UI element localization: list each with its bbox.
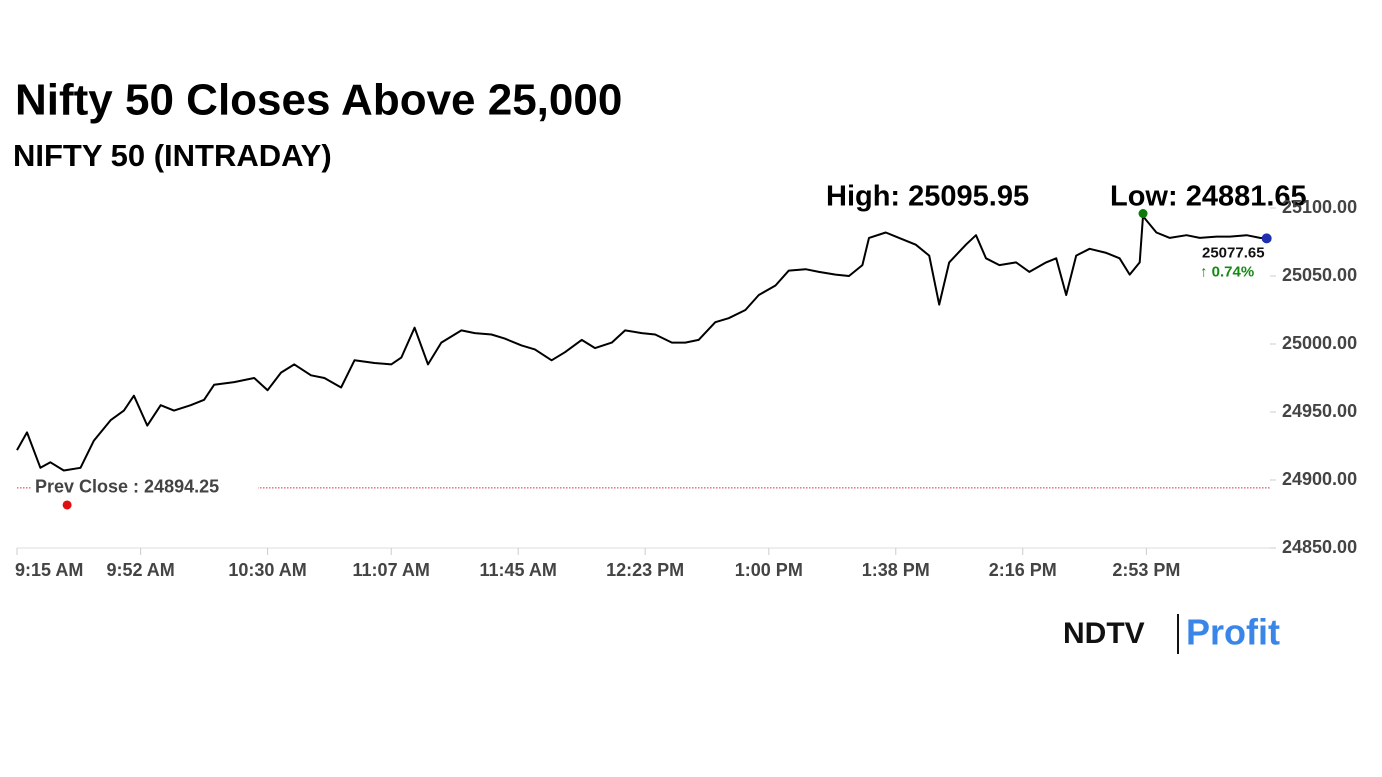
x-tick-label: 10:30 AM [228,560,306,580]
last-marker [1261,233,1272,244]
y-tick-label: 25050.00 [1282,265,1357,285]
y-tick-label: 25100.00 [1282,197,1357,217]
logo-ndtv: NDTV [1063,617,1145,650]
x-tick-label: 2:53 PM [1112,560,1180,580]
chart-title: Nifty 50 Closes Above 25,000 [15,76,622,125]
low-marker [62,500,72,510]
high-label: High: 25095.95 [826,181,1029,213]
y-tick-label: 24850.00 [1282,537,1357,557]
last-change-label: ↑ 0.74% [1200,263,1254,280]
y-tick-label: 24950.00 [1282,401,1357,421]
prev-close-label: Prev Close : 24894.25 [35,477,219,497]
x-tick-label: 1:00 PM [735,560,803,580]
y-tick-label: 25000.00 [1282,333,1357,353]
logo-profit: Profit [1186,612,1280,653]
high-marker [1138,209,1148,219]
price-line [16,215,1267,472]
prev-close-bg [32,475,258,498]
x-tick-label: 12:23 PM [606,560,684,580]
x-tick-label: 11:07 AM [353,560,430,580]
x-tick-label: 1:38 PM [862,560,930,580]
x-tick-label: 9:52 AM [106,560,174,580]
x-tick-label: 9:15 AM [15,560,83,580]
last-value-label: 25077.65 [1202,244,1265,261]
y-tick-label: 24900.00 [1282,469,1357,489]
low-label: Low: 24881.65 [1110,181,1307,213]
x-tick-label: 11:45 AM [480,560,557,580]
chart-subtitle: NIFTY 50 (INTRADAY) [13,138,332,173]
x-tick-label: 2:16 PM [989,560,1057,580]
